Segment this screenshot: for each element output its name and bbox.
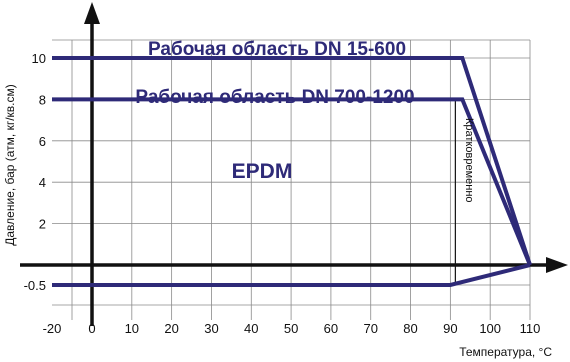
x-tick-label: 50 [284,321,298,336]
series-line-2 [52,263,531,287]
x-tick-label: 40 [244,321,258,336]
tick-labels: -20 0 10 20 30 40 50 60 70 80 90 100 110 -0.5 2 4 6 8 10 [24,51,541,336]
x-axis-arrow [546,257,568,273]
x-tick-label: 110 [520,321,541,336]
series-label-dn700-1200: Рабочая область DN 700-1200 [135,87,414,108]
x-tick-label: 90 [443,321,457,336]
short-term-label: Кратковременно [463,118,475,203]
y-tick-label: 2 [39,217,46,232]
x-axis-label: Температура, °С [459,345,552,359]
series-label-dn15-600: Рабочая область DN 15-600 [148,39,406,60]
y-axis-label: Давление, бар (атм, кг/кв.см) [3,84,17,246]
x-tick-label: 30 [204,321,218,336]
y-tick-label: 10 [32,51,46,66]
x-tick-label: 60 [324,321,338,336]
axes [20,2,568,326]
x-tick-label: -20 [43,321,62,336]
y-axis-arrow [84,2,100,24]
y-tick-label: -0.5 [24,278,46,293]
x-tick-label: 100 [479,321,501,336]
x-tick-label: 10 [125,321,139,336]
series-lines [52,56,532,287]
y-tick-label: 4 [39,175,46,190]
x-tick-label: 70 [363,321,377,336]
x-tick-label: 80 [403,321,417,336]
y-tick-label: 8 [39,92,46,107]
x-tick-label: 20 [164,321,178,336]
material-label: EPDM [232,160,293,183]
series-line-1 [52,97,532,266]
y-tick-label: 6 [39,134,46,149]
series-line-0 [52,56,532,266]
annotations: Температура, °С Давление, бар (атм, кг/к… [3,39,552,359]
x-tick-label: 0 [88,321,95,336]
